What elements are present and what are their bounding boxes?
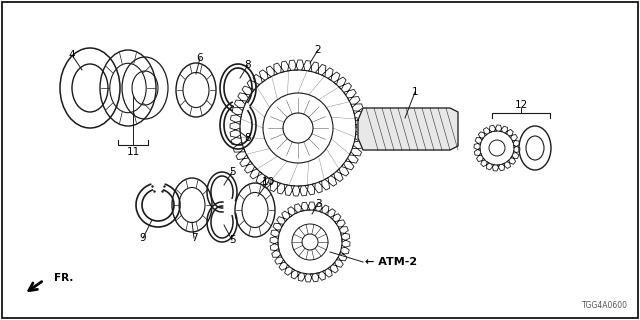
Text: TGG4A0600: TGG4A0600 xyxy=(582,301,628,310)
Text: 9: 9 xyxy=(140,233,147,243)
Text: 5: 5 xyxy=(228,167,236,177)
Text: 3: 3 xyxy=(315,199,321,209)
Text: 6: 6 xyxy=(196,53,204,63)
Text: 4: 4 xyxy=(68,50,76,60)
Text: 5: 5 xyxy=(228,235,236,245)
Text: 11: 11 xyxy=(126,147,140,157)
Text: 7: 7 xyxy=(191,233,197,243)
Text: 1: 1 xyxy=(412,87,419,97)
Text: 8: 8 xyxy=(244,133,252,143)
Text: 8: 8 xyxy=(244,60,252,70)
Text: 10: 10 xyxy=(261,177,275,187)
Text: FR.: FR. xyxy=(54,273,74,283)
Text: 2: 2 xyxy=(315,45,321,55)
Polygon shape xyxy=(358,108,458,150)
Text: ← ATM-2: ← ATM-2 xyxy=(365,257,417,267)
Text: 12: 12 xyxy=(515,100,527,110)
